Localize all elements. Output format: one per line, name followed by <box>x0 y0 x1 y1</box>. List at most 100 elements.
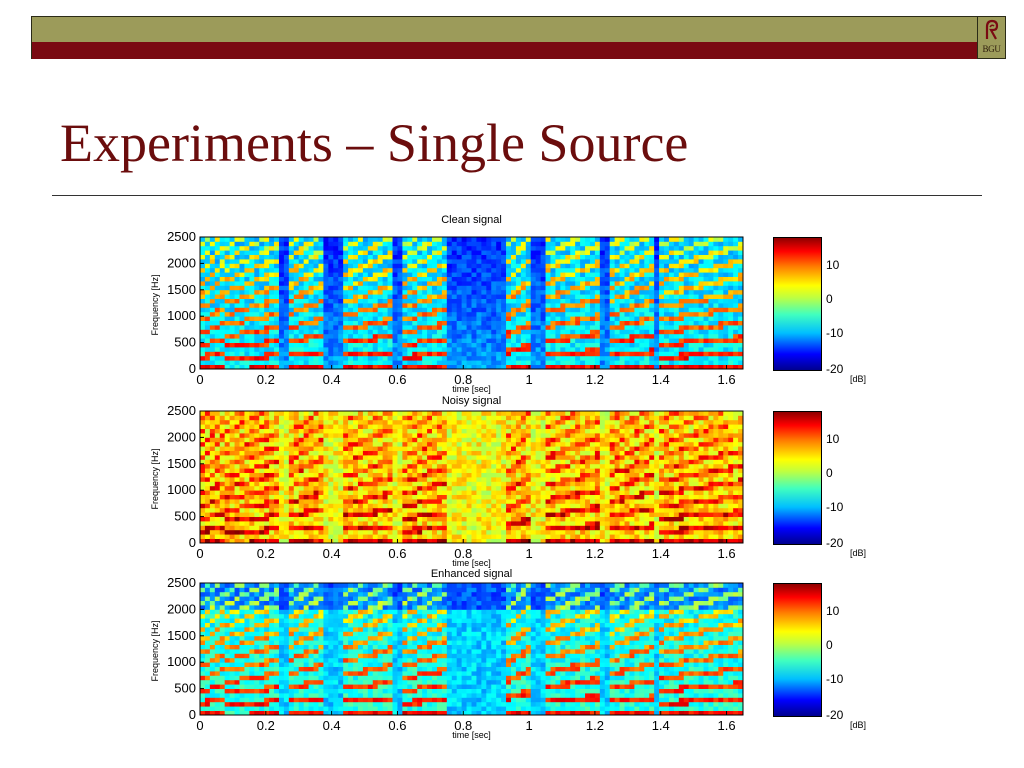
spectrogram-cell <box>367 263 374 269</box>
spectrogram-cell <box>372 433 379 438</box>
spectrogram-cell <box>589 281 596 286</box>
spectrogram-cell <box>496 364 502 370</box>
spectrogram-cell <box>407 463 413 469</box>
spectrogram-cell <box>560 250 566 255</box>
spectrogram-cell <box>293 419 300 425</box>
spectrogram-cell <box>283 303 290 308</box>
spectrogram-cell <box>565 276 571 282</box>
spectrogram-cell <box>520 364 527 370</box>
spectrogram-cell <box>555 351 561 357</box>
spectrogram-cell <box>530 272 537 277</box>
spectrogram-cell <box>234 320 240 326</box>
spectrogram-cell <box>417 285 423 291</box>
spectrogram-cell <box>510 333 517 339</box>
spectrogram-cell <box>239 303 245 308</box>
spectrogram-cell <box>244 433 250 438</box>
spectrogram-cell <box>486 245 492 251</box>
spectrogram-cell <box>269 534 275 539</box>
spectrogram-cell <box>338 347 344 352</box>
spectrogram-cell <box>520 338 527 343</box>
spectrogram-cell <box>417 245 423 251</box>
spectrogram-cell <box>392 254 398 260</box>
spectrogram-cell <box>432 289 438 295</box>
spectrogram-cell <box>515 259 522 264</box>
spectrogram-cell <box>348 494 354 500</box>
spectrogram-cell <box>239 342 245 348</box>
spectrogram-cell <box>318 534 324 539</box>
spectrogram-cell <box>214 534 221 539</box>
spectrogram-cell <box>328 289 334 295</box>
spectrogram-cell <box>214 303 221 308</box>
spectrogram-cell <box>328 263 334 269</box>
spectrogram-cell <box>254 428 260 434</box>
spectrogram-cell <box>713 237 719 242</box>
spectrogram-cell <box>357 424 364 429</box>
spectrogram-cell <box>599 259 606 264</box>
spectrogram-cell <box>288 512 295 517</box>
spectrogram-cell <box>713 329 719 335</box>
spectrogram-cell <box>456 333 463 339</box>
spectrogram-cell <box>333 485 339 491</box>
spectrogram-cell <box>303 534 309 539</box>
spectrogram-cell <box>441 437 448 443</box>
spectrogram-cell <box>708 281 714 286</box>
spectrogram-cell <box>441 360 448 365</box>
spectrogram-cell <box>506 237 512 242</box>
spectrogram-cell <box>422 411 428 416</box>
spectrogram-cell <box>362 245 369 251</box>
spectrogram-cell <box>545 267 551 273</box>
spectrogram-cell <box>530 237 537 242</box>
spectrogram-cell <box>303 494 309 500</box>
spectrogram-cell <box>278 463 285 469</box>
spectrogram-cell <box>348 512 354 517</box>
spectrogram-cell <box>624 276 630 282</box>
spectrogram-cell <box>274 289 280 295</box>
spectrogram-cell <box>308 538 314 544</box>
spectrogram-cell <box>269 428 275 434</box>
spectrogram-cell <box>550 298 556 304</box>
spectrogram-cell <box>353 503 359 509</box>
spectrogram-cell <box>486 281 492 286</box>
spectrogram-cell <box>570 250 576 255</box>
spectrogram-cell <box>649 329 655 335</box>
spectrogram-cell <box>397 477 403 482</box>
spectrogram-cell <box>520 294 527 299</box>
spectrogram-cell <box>333 424 339 429</box>
spectrogram-cell <box>244 267 250 273</box>
spectrogram-cell <box>293 289 300 295</box>
spectrogram-cell <box>264 472 270 478</box>
spectrogram-cell <box>313 499 319 504</box>
spectrogram-cell <box>234 490 240 495</box>
spectrogram-cell <box>565 285 571 291</box>
spectrogram-cell <box>614 276 620 282</box>
spectrogram-cell <box>259 468 265 473</box>
spectrogram-cell <box>200 285 206 291</box>
spectrogram-cell <box>422 472 428 478</box>
spectrogram-cell <box>298 347 305 352</box>
spectrogram-cell <box>274 411 280 416</box>
spectrogram-cell <box>629 329 635 335</box>
spectrogram-cell <box>353 316 359 321</box>
spectrogram-cell <box>486 347 492 352</box>
spectrogram-cell <box>422 534 428 539</box>
spectrogram-cell <box>239 351 245 357</box>
spectrogram-cell <box>392 329 398 335</box>
spectrogram-cell <box>348 415 354 421</box>
spectrogram-cell <box>382 276 388 282</box>
spectrogram-cell <box>308 333 314 339</box>
spectrogram-cell <box>589 303 596 308</box>
spectrogram-cell <box>264 534 270 539</box>
spectrogram-cell <box>367 433 374 438</box>
spectrogram-cell <box>451 455 458 460</box>
spectrogram-cell <box>673 237 680 242</box>
spectrogram-cell <box>427 245 433 251</box>
spectrogram-cell <box>461 259 467 264</box>
spectrogram-cell <box>244 298 250 304</box>
spectrogram-cell <box>585 250 591 255</box>
spectrogram-cell <box>619 351 625 357</box>
spectrogram-cell <box>283 534 290 539</box>
spectrogram-cell <box>377 507 384 513</box>
spectrogram-cell <box>244 534 250 539</box>
spectrogram-cell <box>422 477 428 482</box>
spectrogram-cell <box>318 285 324 291</box>
